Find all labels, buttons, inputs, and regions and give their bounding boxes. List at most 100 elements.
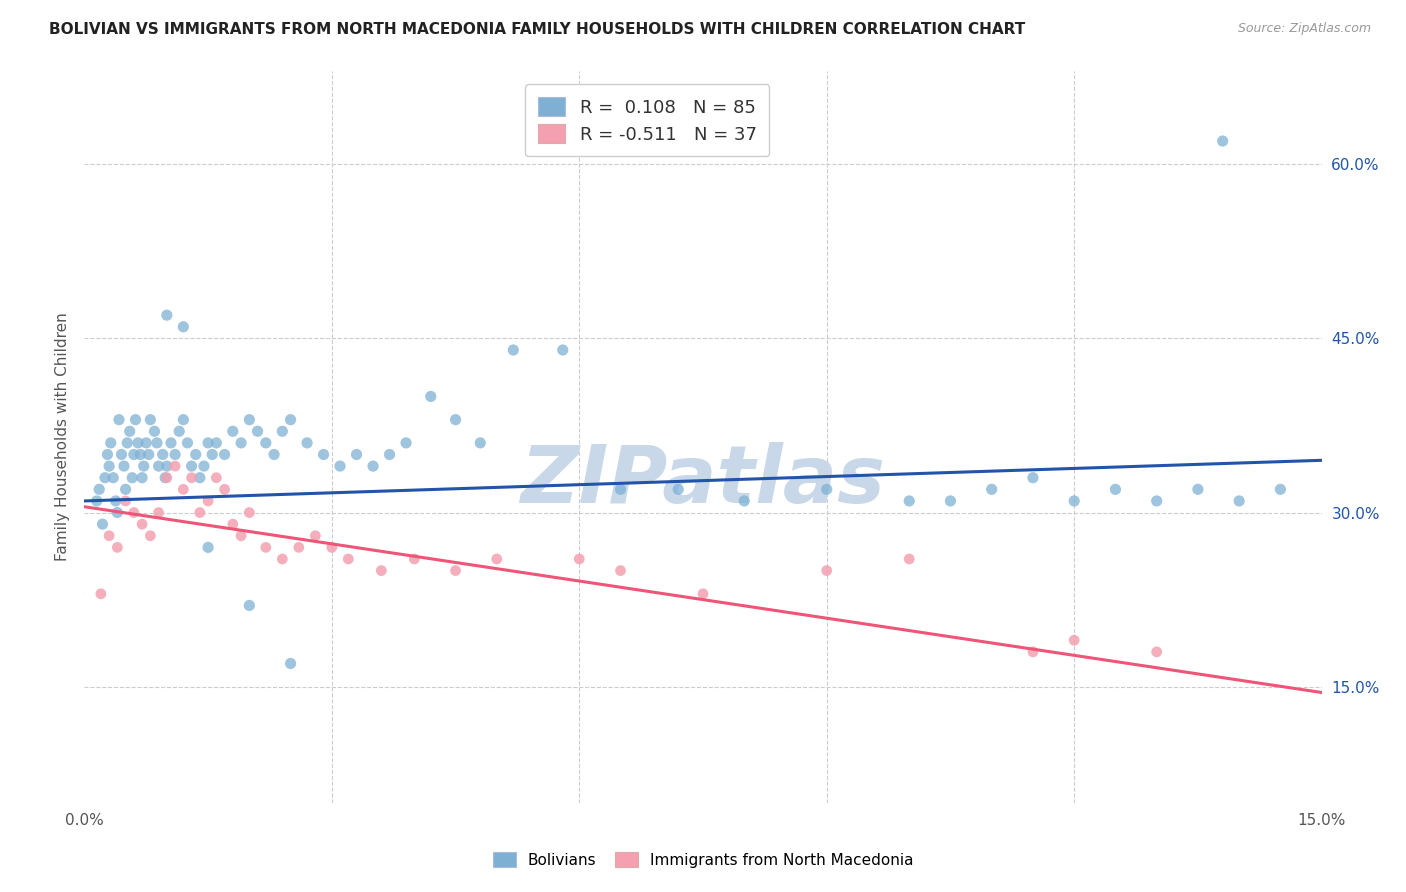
Text: ZIPatlas: ZIPatlas bbox=[520, 442, 886, 520]
Point bbox=[172, 319, 194, 334]
Point bbox=[165, 459, 187, 474]
Text: BOLIVIAN VS IMMIGRANTS FROM NORTH MACEDONIA FAMILY HOUSEHOLDS WITH CHILDREN CORR: BOLIVIAN VS IMMIGRANTS FROM NORTH MACEDO… bbox=[49, 22, 1025, 37]
Point bbox=[89, 483, 111, 497]
Point bbox=[346, 448, 368, 462]
Point bbox=[127, 436, 149, 450]
Point bbox=[176, 436, 198, 450]
Point bbox=[108, 412, 131, 426]
Point bbox=[197, 494, 219, 508]
Point bbox=[939, 494, 962, 508]
Point bbox=[404, 552, 426, 566]
Point bbox=[104, 494, 127, 508]
Point bbox=[295, 436, 318, 450]
Point bbox=[263, 448, 285, 462]
Point bbox=[114, 483, 136, 497]
Point bbox=[131, 517, 153, 532]
Point bbox=[96, 448, 118, 462]
Point bbox=[1104, 483, 1126, 497]
Point bbox=[131, 471, 153, 485]
Point bbox=[238, 599, 260, 613]
Point bbox=[551, 343, 574, 357]
Point bbox=[246, 424, 269, 438]
Point bbox=[121, 471, 143, 485]
Point bbox=[112, 459, 135, 474]
Point bbox=[238, 506, 260, 520]
Point bbox=[117, 436, 139, 450]
Point bbox=[568, 552, 591, 566]
Point bbox=[205, 471, 228, 485]
Point bbox=[91, 517, 114, 532]
Point bbox=[214, 483, 236, 497]
Point bbox=[444, 412, 467, 426]
Point bbox=[370, 564, 392, 578]
Point bbox=[122, 448, 145, 462]
Point bbox=[271, 552, 294, 566]
Point bbox=[180, 459, 202, 474]
Point bbox=[1270, 483, 1292, 497]
Point bbox=[361, 459, 384, 474]
Point bbox=[160, 436, 183, 450]
Point bbox=[1187, 483, 1209, 497]
Point bbox=[153, 471, 176, 485]
Point bbox=[197, 436, 219, 450]
Point bbox=[156, 459, 179, 474]
Point bbox=[122, 506, 145, 520]
Point bbox=[138, 448, 160, 462]
Point bbox=[280, 657, 302, 671]
Point bbox=[222, 517, 245, 532]
Point bbox=[229, 529, 252, 543]
Point bbox=[94, 471, 117, 485]
Point bbox=[229, 436, 252, 450]
Point bbox=[329, 459, 352, 474]
Point bbox=[143, 424, 166, 438]
Point bbox=[898, 552, 921, 566]
Point bbox=[288, 541, 311, 555]
Point bbox=[139, 529, 162, 543]
Point bbox=[1063, 494, 1085, 508]
Point bbox=[172, 483, 194, 497]
Point bbox=[105, 506, 128, 520]
Point bbox=[337, 552, 360, 566]
Point bbox=[124, 412, 146, 426]
Point bbox=[148, 459, 170, 474]
Legend: Bolivians, Immigrants from North Macedonia: Bolivians, Immigrants from North Macedon… bbox=[486, 846, 920, 873]
Point bbox=[86, 494, 108, 508]
Point bbox=[378, 448, 401, 462]
Point bbox=[184, 448, 207, 462]
Point bbox=[135, 436, 157, 450]
Point bbox=[201, 448, 224, 462]
Point bbox=[485, 552, 508, 566]
Point bbox=[1227, 494, 1250, 508]
Point bbox=[1022, 471, 1045, 485]
Point bbox=[167, 424, 190, 438]
Point bbox=[254, 541, 277, 555]
Point bbox=[609, 564, 631, 578]
Point bbox=[898, 494, 921, 508]
Point bbox=[692, 587, 714, 601]
Point bbox=[156, 308, 179, 322]
Point bbox=[193, 459, 215, 474]
Point bbox=[1022, 645, 1045, 659]
Point bbox=[312, 448, 335, 462]
Point bbox=[444, 564, 467, 578]
Point bbox=[132, 459, 155, 474]
Point bbox=[470, 436, 492, 450]
Text: Source: ZipAtlas.com: Source: ZipAtlas.com bbox=[1237, 22, 1371, 36]
Point bbox=[118, 424, 141, 438]
Point bbox=[197, 541, 219, 555]
Point bbox=[815, 483, 838, 497]
Point bbox=[205, 436, 228, 450]
Point bbox=[238, 412, 260, 426]
Point bbox=[105, 541, 128, 555]
Point bbox=[146, 436, 169, 450]
Point bbox=[214, 448, 236, 462]
Point bbox=[90, 587, 112, 601]
Point bbox=[156, 471, 179, 485]
Point bbox=[103, 471, 125, 485]
Point bbox=[321, 541, 343, 555]
Point bbox=[172, 412, 194, 426]
Point bbox=[114, 494, 136, 508]
Point bbox=[271, 424, 294, 438]
Legend: R =  0.108   N = 85, R = -0.511   N = 37: R = 0.108 N = 85, R = -0.511 N = 37 bbox=[526, 84, 769, 156]
Point bbox=[254, 436, 277, 450]
